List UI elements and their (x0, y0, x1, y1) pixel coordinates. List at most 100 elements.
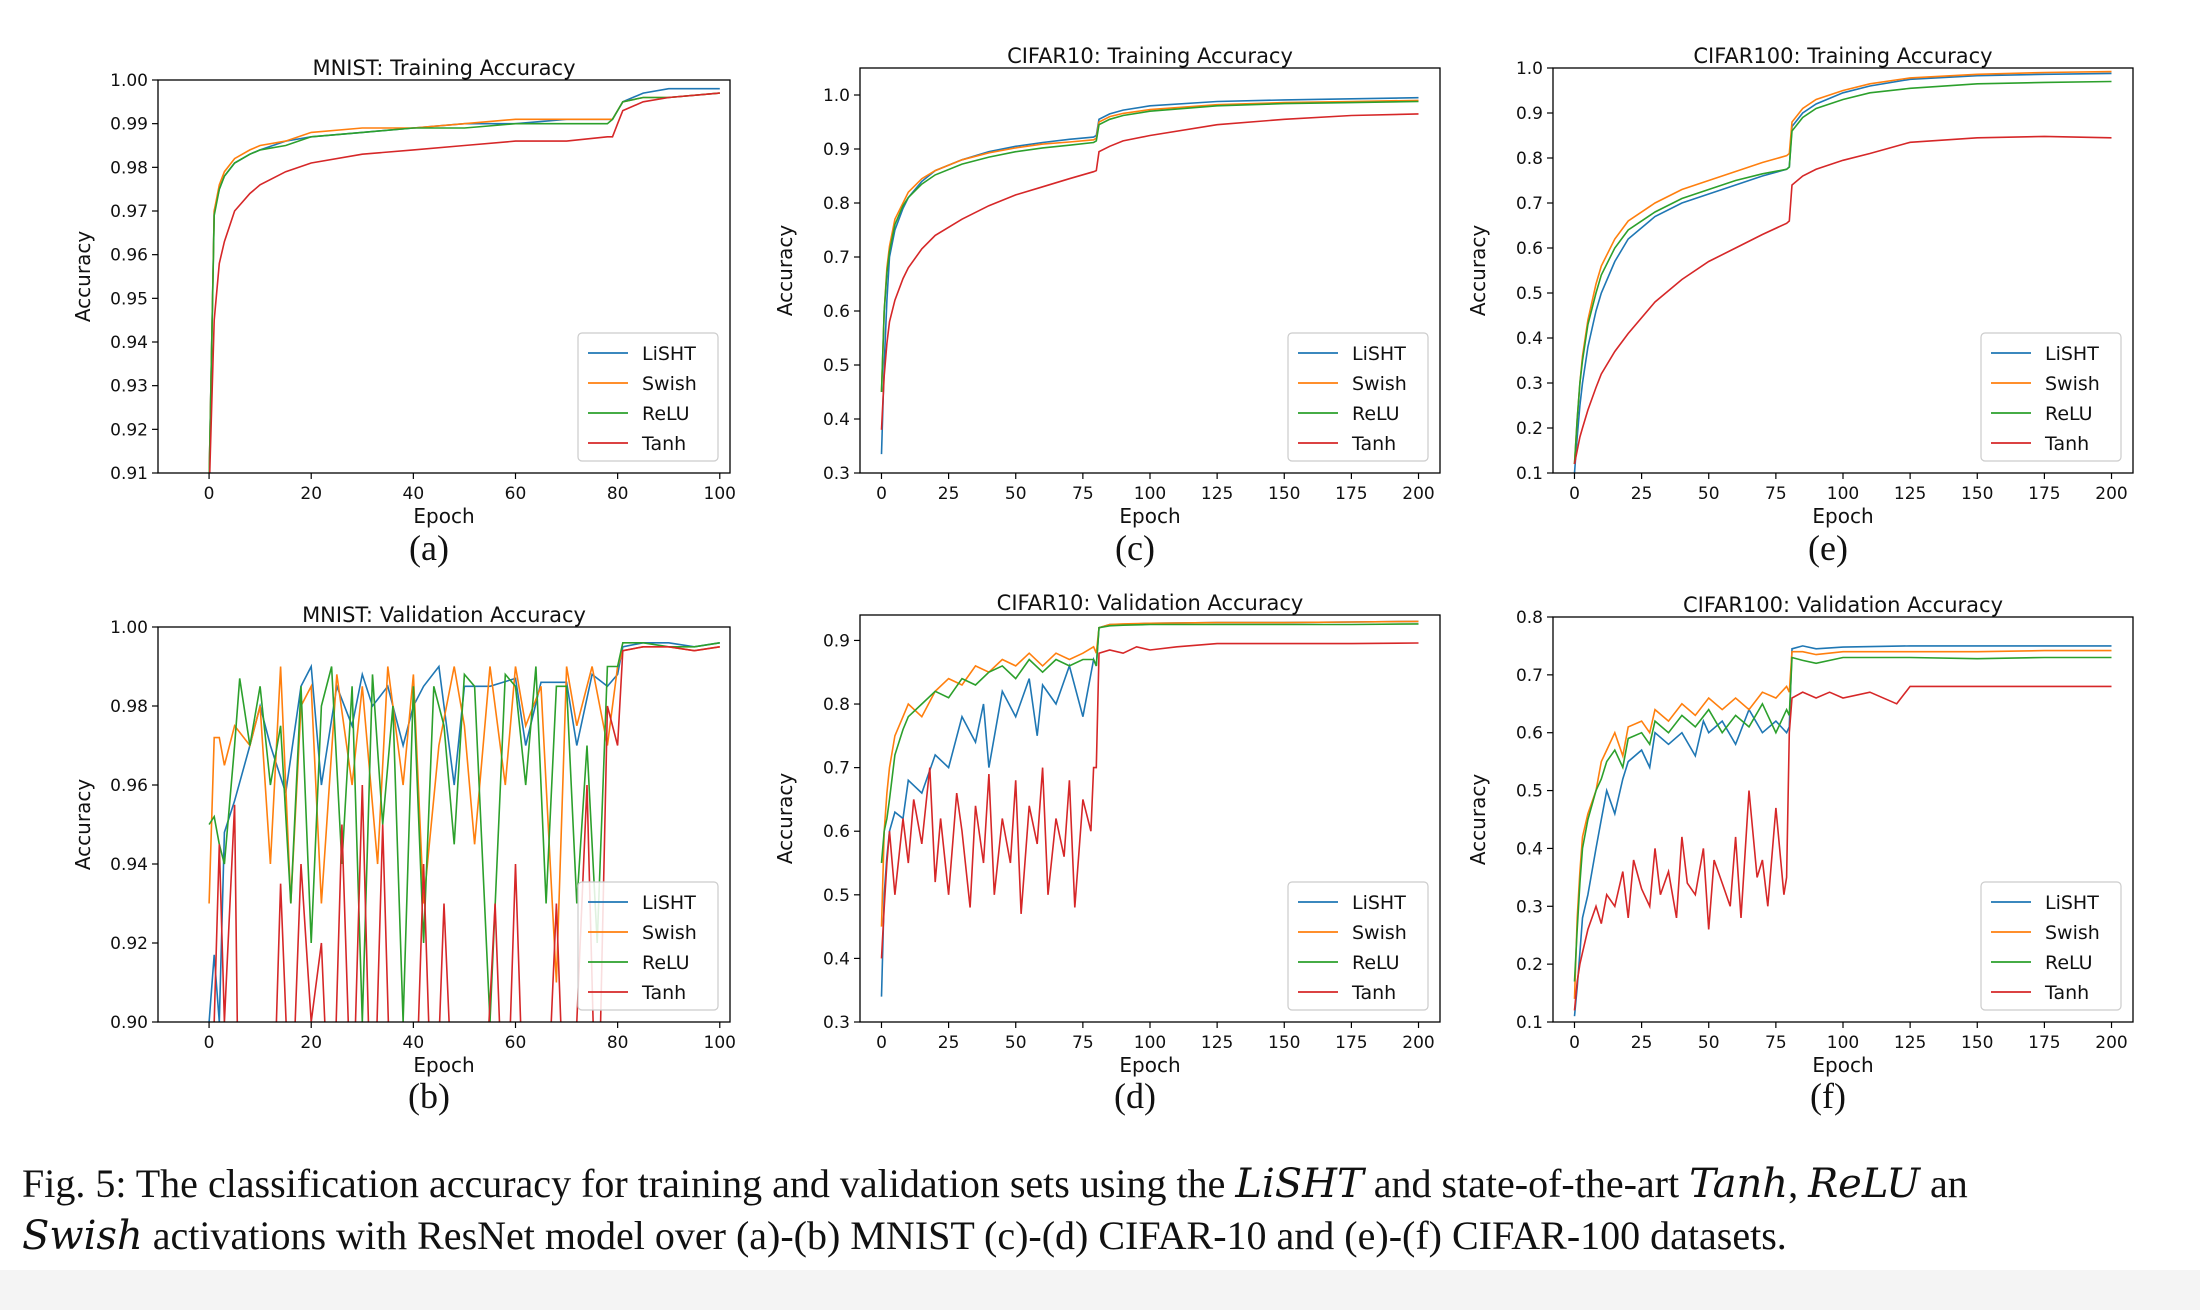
x-tick-label: 60 (505, 1033, 527, 1053)
y-tick-label: 0.8 (823, 695, 850, 715)
y-tick-label: 0.93 (110, 377, 148, 397)
legend: LiSHT Swish ReLU Tanh (1287, 332, 1429, 462)
legend: LiSHT Swish ReLU Tanh (1287, 881, 1429, 1011)
legend: LiSHT Swish ReLU Tanh (1980, 881, 2122, 1011)
x-tick-label: 80 (607, 1033, 629, 1053)
x-tick-label: 75 (1072, 1033, 1094, 1053)
chart-b: 0 20 40 60 80 100 0.90 0.92 0.94 0.96 0.98 1.00 MNIS… (71, 603, 736, 1116)
y-tick-label: 1.00 (110, 71, 148, 91)
y-tick-label: 0.8 (1516, 149, 1543, 169)
chart-e: 0 25 50 75 100 125 150 175 200 0.1 0.2 0.3 0.4 0.5 0.6… (1466, 44, 2134, 568)
legend-label: LiSHT (642, 892, 696, 914)
y-tick-label: 0.95 (110, 289, 148, 309)
x-tick-label: 150 (1268, 1033, 1300, 1053)
legend-label: Swish (642, 922, 697, 944)
y-tick-label: 0.2 (1516, 955, 1543, 975)
y-tick-label: 0.7 (823, 248, 850, 268)
x-tick-label: 125 (1201, 484, 1233, 504)
chart-title: CIFAR100: Validation Accuracy (1683, 593, 2003, 617)
y-tick-label: 0.5 (823, 886, 850, 906)
plot-frame (157, 79, 731, 474)
series-line-relu (208, 641, 720, 1022)
y-tick-label: 0.4 (823, 949, 850, 969)
y-tick-label: 0.96 (110, 776, 148, 796)
x-tick-label: 75 (1765, 1033, 1787, 1053)
chart-title: MNIST: Training Accuracy (312, 56, 575, 80)
x-tick-label: 0 (876, 1033, 887, 1053)
series-line-lisht (1573, 72, 2112, 473)
chart-a: 0 20 40 60 80 100 0.91 0.92 0.93 0.94 0.95 0.96 0.97… (71, 56, 736, 568)
y-axis-label: Accuracy (1466, 225, 1490, 316)
series-line-lisht (1573, 645, 2112, 1017)
y-tick-label: 0.2 (1516, 419, 1543, 439)
legend-label: Swish (2045, 922, 2100, 944)
x-tick-label: 150 (1268, 484, 1300, 504)
x-axis-label: Epoch (1812, 1053, 1873, 1077)
legend-box (577, 332, 719, 462)
x-tick-label: 40 (403, 484, 425, 504)
y-tick-label: 0.8 (823, 194, 850, 214)
legend-label: ReLU (642, 952, 690, 974)
y-tick-label: 0.92 (110, 420, 148, 440)
y-tick-label: 1.0 (1516, 59, 1543, 79)
x-tick-label: 50 (1005, 1033, 1027, 1053)
y-tick-label: 0.3 (1516, 897, 1543, 917)
legend-label: Tanh (2044, 982, 2089, 1004)
legend-label: Tanh (641, 982, 686, 1004)
x-axis-label: Epoch (413, 1053, 474, 1077)
y-tick-label: 0.3 (823, 1013, 850, 1033)
chart-title: CIFAR10: Validation Accuracy (997, 591, 1304, 615)
x-tick-label: 0 (1569, 484, 1580, 504)
x-tick-label: 175 (1335, 484, 1367, 504)
y-tick-label: 0.5 (823, 356, 850, 376)
x-tick-label: 200 (2095, 1033, 2127, 1053)
legend-label: Swish (642, 373, 697, 395)
caption-text: activations with ResNet model over (a)-(… (142, 1213, 1787, 1258)
y-tick-label: 0.4 (1516, 329, 1543, 349)
y-tick-label: 0.6 (823, 302, 850, 322)
subfigure-label: (a) (409, 528, 449, 568)
y-tick-label: 0.4 (1516, 839, 1543, 859)
x-tick-label: 25 (1631, 484, 1653, 504)
chart-title: CIFAR100: Training Accuracy (1693, 44, 1992, 68)
subfigure-label: (c) (1115, 528, 1155, 568)
x-tick-label: 75 (1765, 484, 1787, 504)
x-tick-label: 175 (2028, 484, 2060, 504)
series-line-relu (208, 92, 720, 473)
series-line-relu (880, 623, 1419, 864)
caption-text: an (1919, 1161, 1968, 1206)
x-tick-label: 20 (300, 1033, 322, 1053)
x-tick-label: 0 (204, 484, 215, 504)
y-tick-label: 0.9 (1516, 104, 1543, 124)
series-line-swish (1573, 70, 2112, 465)
series-line-swish (880, 99, 1419, 393)
x-tick-label: 200 (2095, 484, 2127, 504)
x-tick-label: 125 (1894, 484, 1926, 504)
y-tick-label: 0.4 (823, 410, 850, 430)
y-tick-label: 0.7 (1516, 194, 1543, 214)
x-tick-label: 100 (1134, 1033, 1166, 1053)
legend-box (1980, 332, 2122, 462)
y-tick-label: 0.3 (1516, 374, 1543, 394)
caption-relu: ReLU (1808, 1161, 1920, 1207)
caption-text: and state-of-the-art (1363, 1161, 1690, 1206)
series-line-tanh (208, 92, 720, 473)
x-tick-label: 175 (2028, 1033, 2060, 1053)
y-tick-label: 0.6 (1516, 239, 1543, 259)
legend-label: ReLU (1352, 403, 1400, 425)
x-tick-label: 100 (1134, 484, 1166, 504)
caption-text: , (1788, 1161, 1809, 1206)
x-axis-label: Epoch (1119, 1053, 1180, 1077)
series-line-relu (1573, 656, 2112, 982)
legend-box (1980, 881, 2122, 1011)
series-line-relu (1573, 80, 2112, 465)
subfigure-label: (d) (1114, 1076, 1156, 1116)
legend-label: Swish (1352, 922, 1407, 944)
y-tick-label: 0.5 (1516, 782, 1543, 802)
x-tick-label: 100 (1827, 484, 1859, 504)
bottom-bar (0, 1270, 2200, 1310)
caption-lisht: LiSHT (1235, 1161, 1364, 1207)
chart-c: 0 25 50 75 100 125 150 175 200 0.3 0.4 0.5 0.6 0.7 0.8… (773, 44, 1441, 568)
series-line-tanh (1573, 135, 2112, 465)
